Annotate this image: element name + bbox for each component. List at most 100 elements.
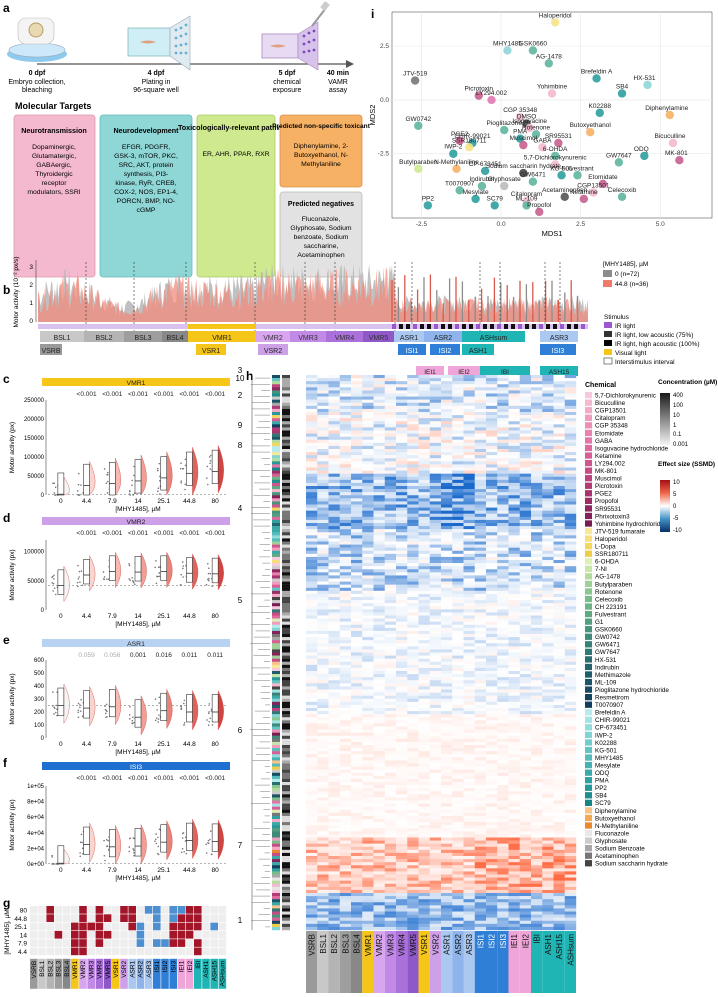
data-point [133,721,135,724]
heatmap-cell [441,812,453,817]
heatmap-cell [362,606,374,610]
heatmap-cell [452,643,464,647]
heatmap-cell [351,486,363,490]
heatmap-cell [519,618,532,622]
heatmap-cell [396,698,408,703]
heatmap-cell [564,819,577,823]
row-label: 44.8 [14,916,27,923]
heatmap-cell [373,615,385,619]
heatmap-cell [306,800,318,804]
heatmap-cell [373,529,385,533]
heatmap-cell [351,455,363,459]
heatmap-cell [486,711,498,715]
heatmap-cell [362,615,374,619]
heatmap-cell [396,529,408,533]
heatmap-cell [519,603,532,607]
data-point [133,849,135,852]
heatmap-cell [384,822,397,826]
heatmap-cell [508,646,520,650]
heatmap-cell [474,455,487,459]
heatmap-cell [429,504,442,508]
target-box-negatives: Predicted negatives Fluconazole, Glyphos… [279,191,363,278]
concentration-annotation [282,384,290,388]
heatmap-cell [429,553,442,558]
box [134,828,142,857]
heatmap-cell [463,538,475,542]
x-tick-label: 4.4 [82,741,91,748]
heatmap-cell [542,498,554,502]
heatmap-cell [452,806,464,810]
heatmap-cell [407,467,419,471]
heatmap-cell [317,720,329,724]
heatmap-cell [418,501,430,505]
heatmap-cell [508,399,520,403]
heatmap-cell [564,535,577,539]
data-point [156,717,158,719]
heatmap-cell [136,939,145,947]
heatmap-cell [407,674,419,678]
heatmap-cell [429,819,442,823]
chemical-annotation [272,560,280,564]
heatmap-cell [351,708,363,712]
y-tick-label: 100000 [24,550,45,556]
heatmap-cell [452,492,464,496]
heatmap-cell [384,634,397,638]
heatmap-cell [339,408,352,413]
heatmap-cell [384,615,397,619]
heatmap-cell [553,800,565,804]
heatmap-cell [306,396,318,400]
heatmap-cell [317,501,329,505]
heatmap-cell [328,689,340,693]
heatmap-cell [564,375,577,379]
heatmap-cell [441,405,453,410]
heatmap-cell [452,495,464,499]
heatmap-cell [486,473,498,477]
heatmap-cell [407,464,419,468]
heatmap-cell [339,674,352,678]
concentration-annotation [282,809,290,814]
target-box-toxicological: Toxicologically-relevant pathways ER, AH… [178,114,294,278]
heatmap-cell [339,729,352,733]
heatmap-cell [79,930,87,939]
heatmap-cell [317,399,329,403]
heatmap-cell [441,671,453,675]
heatmap-cell [531,418,543,422]
heatmap-cell [564,751,577,755]
heatmap-cell [519,590,532,595]
heatmap-cell [497,806,509,810]
heatmap-cell [463,658,475,662]
heatmap-cell [339,778,352,783]
heatmap-cell [497,729,509,733]
heatmap-cell [486,674,498,678]
data-point [102,571,105,573]
heatmap-cell [396,828,408,832]
heatmap-cell [531,745,543,749]
data-point [107,839,110,842]
data-point [106,710,108,713]
heatmap-cell [542,445,554,450]
x-tick-label: 0 [59,867,63,874]
heatmap-cell [486,723,498,727]
column-label: VSR2 [121,960,128,977]
heatmap-cell [407,458,419,462]
heatmap-cell [306,738,318,743]
data-point [158,702,160,704]
heatmap-cell [531,671,543,675]
mds-point-label: Celecoxib [608,187,637,194]
heatmap-cell [373,708,385,712]
heatmap-cell [306,436,318,440]
box [134,459,142,494]
heatmap-cell [384,452,397,456]
heatmap-cell [497,387,509,391]
chemical-annotation [272,803,280,807]
heatmap-cell [564,489,577,493]
heatmap-cell [317,449,329,453]
data-point [77,483,80,486]
y-axis-label: Motor activity (px) [9,799,16,850]
heatmap-cell [373,630,385,635]
heatmap-cell [519,449,532,453]
chemical-annotation [272,544,280,548]
heatmap-cell [531,797,543,801]
heatmap-cell [429,812,442,817]
heatmap-cell [429,624,442,629]
